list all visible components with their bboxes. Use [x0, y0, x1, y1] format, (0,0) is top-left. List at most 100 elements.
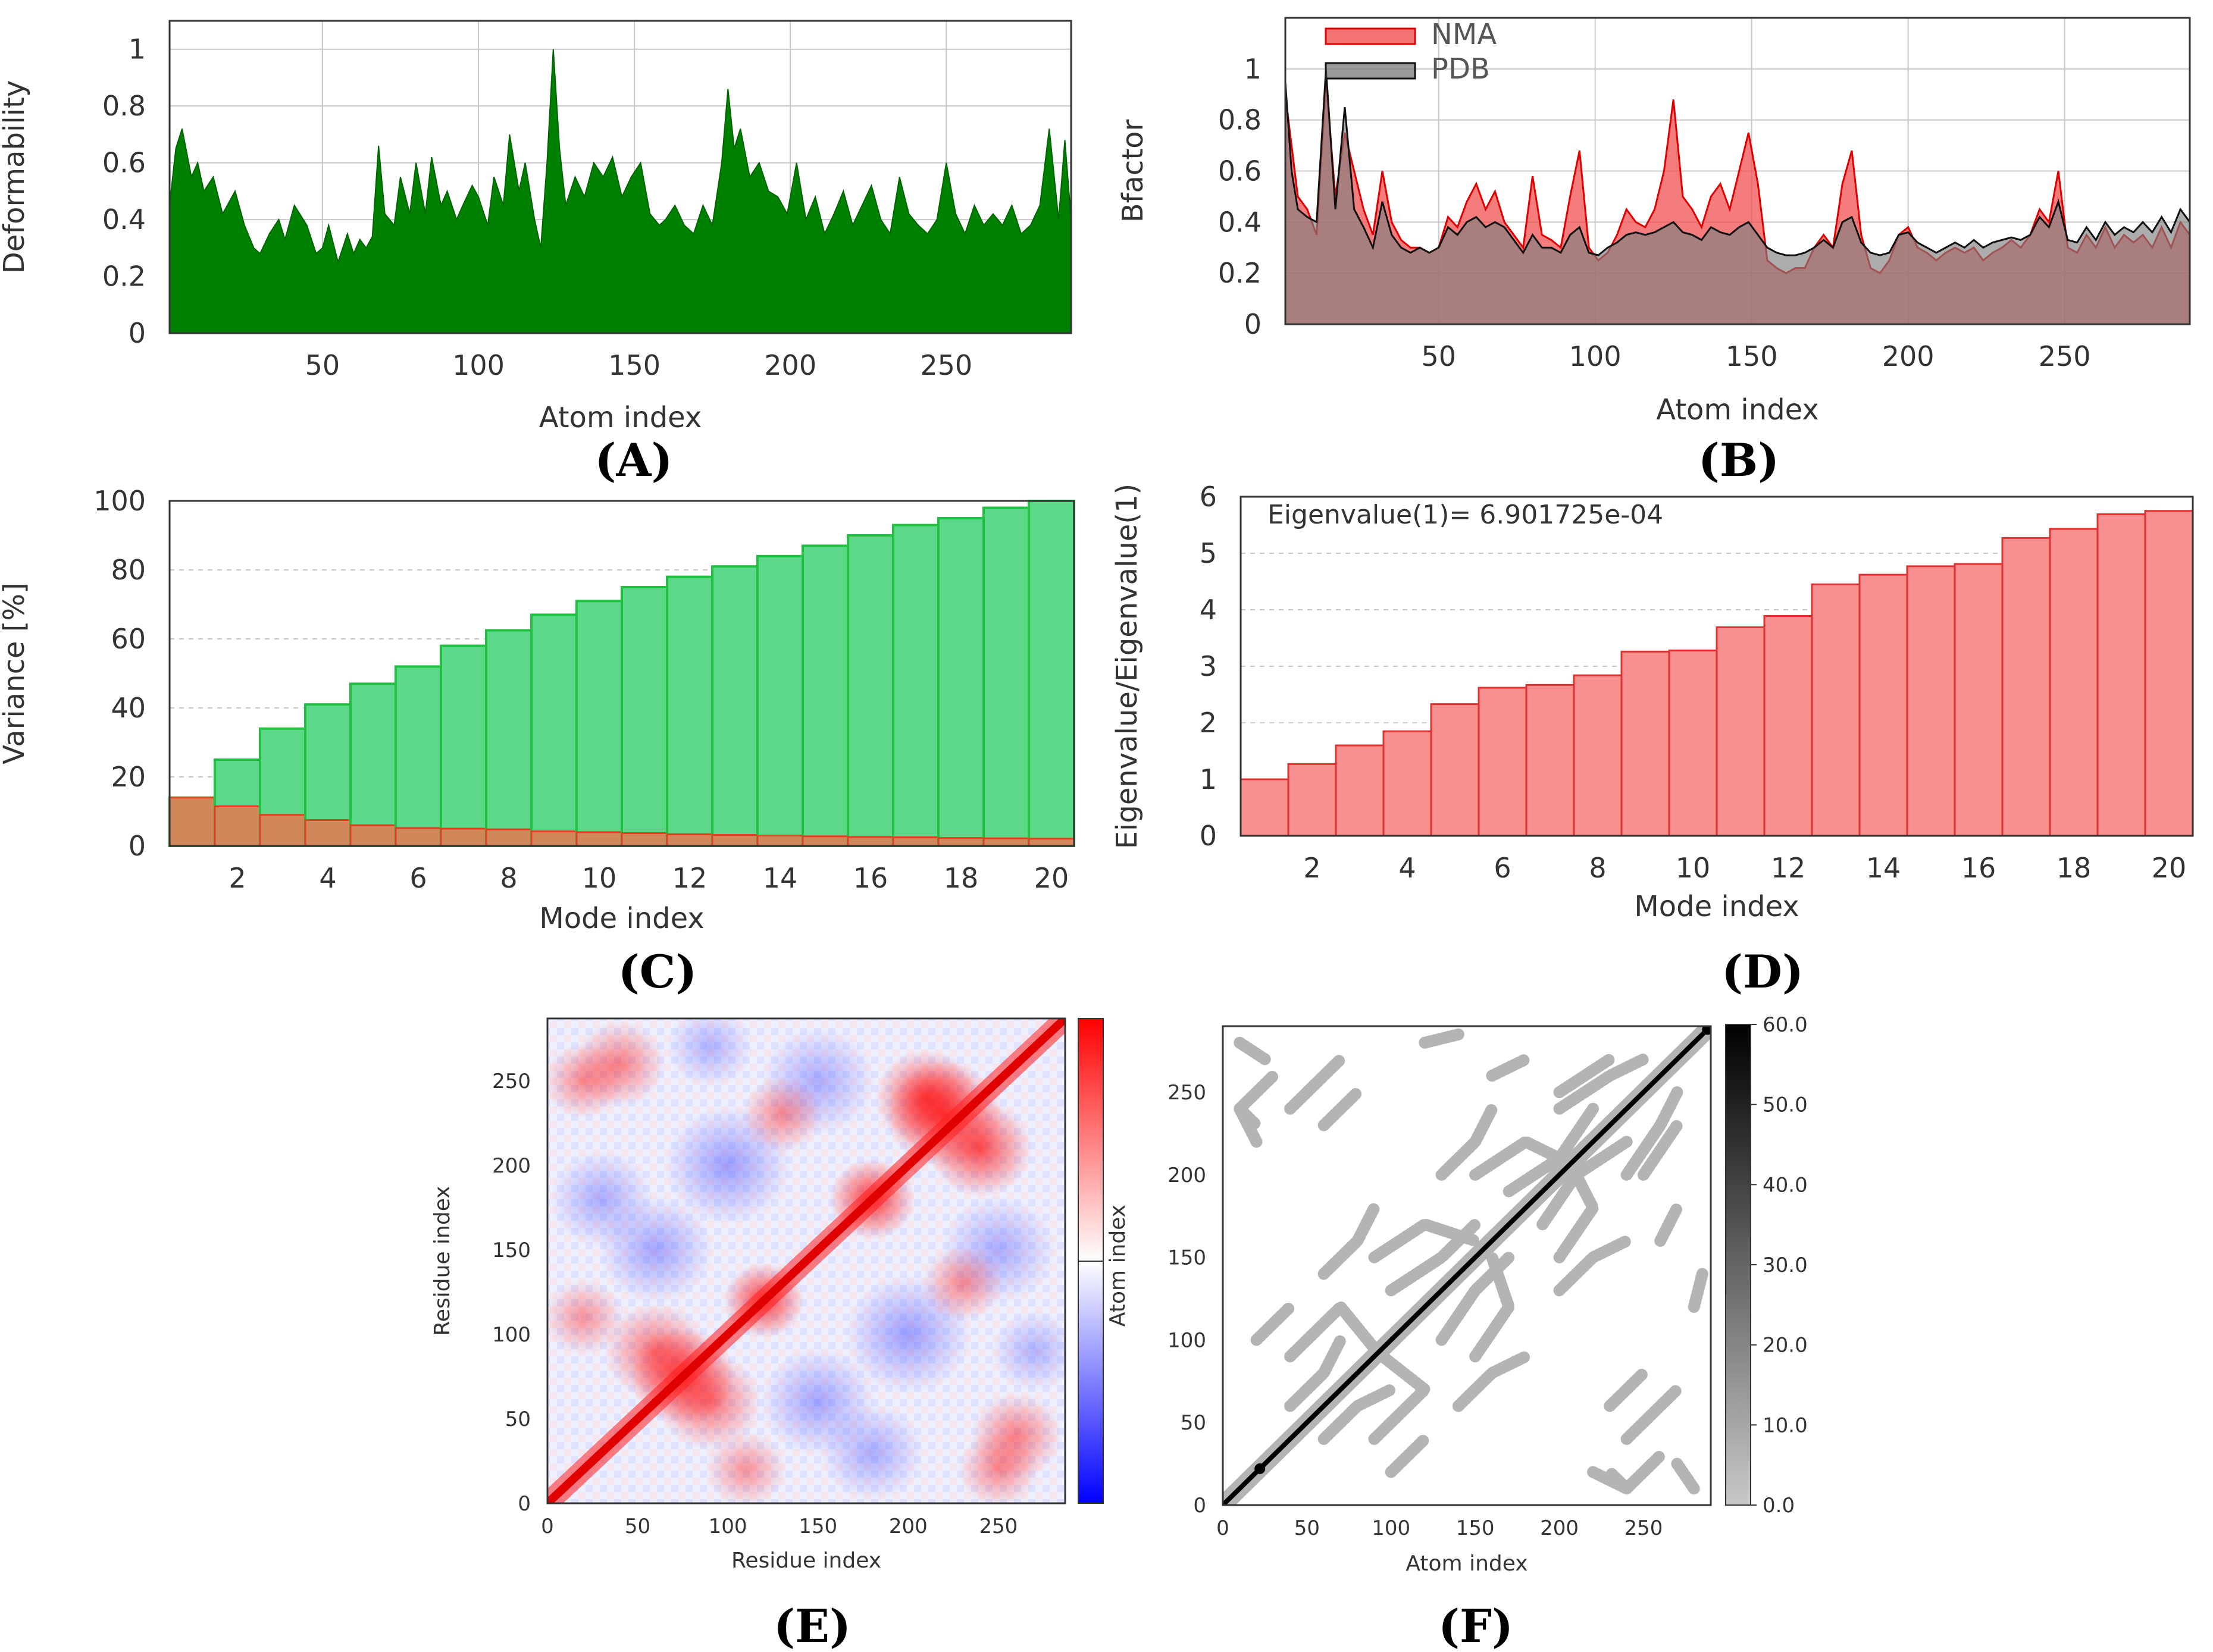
plot-frame: [546, 1017, 1066, 1504]
eigenvalue-bar: [1954, 563, 2004, 837]
panel-label: (B): [1698, 434, 1779, 487]
x-tick-label: 6: [1494, 852, 1511, 884]
y-tick-label: 150: [1167, 1246, 1206, 1270]
legend-label: NMA: [1431, 18, 1497, 51]
y-tick-label: 80: [111, 554, 146, 586]
x-tick-label: 50: [305, 349, 340, 381]
x-tick-label: 100: [1372, 1516, 1410, 1540]
plot-frame: [168, 20, 1072, 334]
variance-bar: [621, 586, 668, 847]
contact-segment: [1637, 1119, 1683, 1181]
x-tick-label: 10: [1676, 852, 1711, 884]
individual-variance-bar: [937, 837, 985, 847]
contact-segment: [1419, 1028, 1464, 1049]
individual-variance-bar: [168, 797, 216, 847]
x-tick-label: 10: [582, 862, 617, 894]
diagonal-line: [1223, 1026, 1711, 1505]
panel-label: (A): [595, 434, 673, 487]
x-tick-label: 0: [1216, 1516, 1229, 1540]
y-tick-label: 1: [1244, 53, 1262, 85]
deformability-area: [169, 49, 1072, 334]
eigenvalue-bar: [1525, 684, 1575, 837]
individual-variance-bar: [1028, 838, 1075, 847]
panel-label: (D): [1721, 945, 1804, 998]
y-tick-label: 100: [1167, 1328, 1206, 1352]
contact-segment: [1368, 1350, 1434, 1445]
contact-segment: [1536, 1136, 1633, 1231]
panel-label: (E): [774, 1600, 851, 1652]
contact-segment: [1234, 1036, 1271, 1065]
x-tick-label: 150: [1726, 340, 1778, 372]
plot-frame: [1239, 496, 2194, 837]
x-tick-label: 200: [764, 349, 816, 381]
contact-segment: [1385, 1432, 1431, 1478]
x-tick-label: 250: [920, 349, 972, 381]
correlation-blob: [547, 1043, 624, 1119]
x-tick-label: 100: [1569, 340, 1622, 372]
y-tick-label: 60: [111, 623, 146, 655]
variance-bar: [937, 517, 985, 847]
legend-label: PDB: [1431, 52, 1490, 86]
eigenvalue-bar: [1906, 565, 1956, 837]
y-tick-label: 0.8: [102, 90, 146, 122]
x-tick-label: 6: [409, 862, 427, 894]
y-tick-label: 100: [492, 1323, 531, 1347]
contact-segment: [1435, 1102, 1498, 1181]
colorbar: [1725, 1024, 1751, 1506]
eigenvalue-bar: [2049, 528, 2099, 837]
y-tick-label: 40: [111, 692, 146, 724]
y-tick-label: 6: [1200, 481, 1217, 513]
eigenvalue-bar: [1811, 583, 1861, 837]
correlation-blob: [874, 1049, 978, 1147]
x-tick-label: 100: [452, 349, 505, 381]
correlation-blob: [547, 1280, 624, 1356]
x-tick-label: 12: [1771, 852, 1806, 884]
contact-segment: [1250, 1300, 1297, 1346]
individual-variance-bar: [530, 830, 578, 847]
individual-variance-bar: [440, 827, 487, 847]
x-tick-label: 150: [1456, 1516, 1495, 1540]
contact-segment: [1553, 1053, 1616, 1099]
y-tick-label: 20: [111, 761, 146, 793]
x-tick-label: 18: [944, 862, 979, 894]
x-tick-label: 12: [672, 862, 708, 894]
legend-swatch: [1325, 62, 1416, 80]
individual-variance-bar: [304, 819, 352, 847]
colorbar-tick-label: 60.0: [1763, 1013, 1808, 1037]
y-axis-label: Variance [%]: [0, 582, 31, 764]
x-tick-label: 200: [1882, 340, 1935, 372]
eigenvalue-bar: [1763, 615, 1813, 837]
variance-bar: [395, 665, 442, 848]
x-axis-label: Residue index: [731, 1548, 881, 1573]
individual-variance-bar: [847, 836, 894, 847]
contact-point: [1254, 1463, 1266, 1474]
y-tick-label: 0: [1200, 820, 1217, 852]
individual-variance-bar: [666, 833, 713, 847]
contact-segment: [1620, 1383, 1683, 1445]
y-tick-label: 50: [505, 1408, 531, 1431]
y-tick-label: 0.4: [1218, 206, 1262, 238]
y-tick-label: 0.8: [1218, 104, 1262, 136]
x-tick-label: 200: [1540, 1516, 1579, 1540]
variance-bar: [485, 629, 533, 847]
x-tick-label: 250: [979, 1515, 1018, 1538]
plot-frame: [1222, 1025, 1712, 1506]
y-tick-label: 0.2: [102, 261, 146, 293]
contact-segment: [1604, 1366, 1649, 1412]
x-tick-label: 2: [1303, 852, 1320, 884]
contact-segment: [1553, 1168, 1600, 1264]
eigenvalue-bar: [1716, 626, 1766, 837]
plot-frame: [168, 500, 1075, 847]
variance-bar: [349, 682, 397, 848]
colorbar-tick-label: 50.0: [1763, 1093, 1808, 1117]
variance-bar: [575, 600, 623, 847]
eigenvalue-bar: [1620, 650, 1670, 837]
eigenvalue-annotation: Eigenvalue(1)= 6.901725e-04: [1267, 500, 1663, 530]
eigenvalue-bar: [2144, 510, 2194, 837]
variance-bar: [530, 613, 578, 848]
x-axis-label: Atom index: [1406, 1551, 1527, 1576]
y-tick-label: 3: [1200, 650, 1217, 682]
eigenvalue-bar: [1239, 778, 1289, 837]
x-tick-label: 250: [2039, 340, 2091, 372]
